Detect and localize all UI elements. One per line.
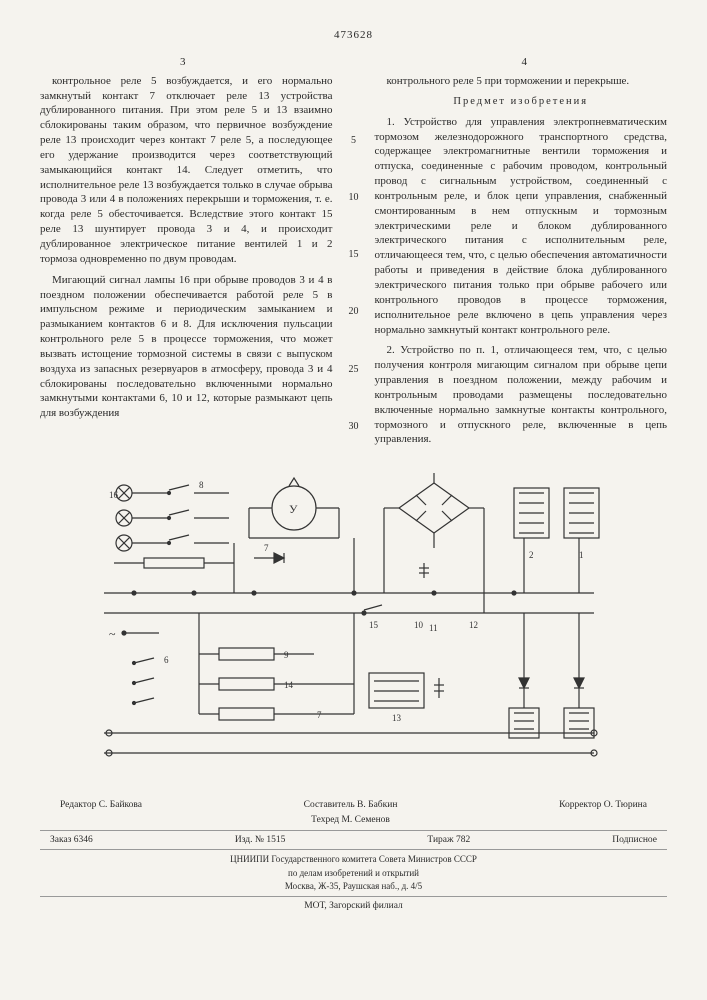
schematic-svg: 16 8 У — [74, 463, 634, 773]
footer-organization: ЦНИИПИ Государственного комитета Совета … — [40, 853, 667, 894]
line-marker: 25 — [347, 363, 361, 377]
footer-publication-row: Заказ 6346 Изд. № 1515 Тираж 782 Подписн… — [40, 830, 667, 850]
left-para-1: контрольное реле 5 возбуждается, и его н… — [40, 74, 333, 267]
document-number: 473628 — [40, 28, 667, 43]
line-marker: 10 — [347, 191, 361, 205]
right-para-2: 1. Устройство для управления электропнев… — [375, 115, 668, 338]
order-number: Заказ 6346 — [50, 833, 93, 847]
page-num-left: 3 — [180, 55, 186, 70]
org-line-2: по делам изобретений и открытий — [288, 868, 419, 878]
svg-text:9: 9 — [284, 650, 289, 660]
section-title: Предмет изобретения — [375, 95, 668, 109]
page-num-right: 4 — [522, 55, 528, 70]
svg-text:7: 7 — [317, 710, 322, 720]
editor-credit: Редактор С. Байкова — [60, 798, 142, 827]
page-numbers: 3 4 — [40, 55, 667, 70]
right-para-1: контрольного реле 5 при торможении и пер… — [375, 74, 668, 89]
corrector-credit: Корректор О. Тюрина — [559, 798, 647, 827]
svg-text:1: 1 — [579, 550, 584, 560]
svg-text:13: 13 — [392, 713, 402, 723]
line-markers: 5 10 15 20 25 30 — [347, 74, 361, 454]
line-marker: 15 — [347, 248, 361, 262]
text-columns: контрольное реле 5 возбуждается, и его н… — [40, 74, 667, 454]
line-marker: 30 — [347, 420, 361, 434]
circuit-diagram: 16 8 У — [40, 463, 667, 773]
svg-text:16: 16 — [109, 490, 119, 500]
compiler-credit: Составитель В. Бабкин — [304, 800, 398, 810]
svg-text:10: 10 — [414, 620, 424, 630]
line-marker: 20 — [347, 305, 361, 319]
svg-text:11: 11 — [429, 623, 438, 633]
svg-text:8: 8 — [199, 480, 204, 490]
svg-text:15: 15 — [369, 620, 379, 630]
right-para-3: 2. Устройство по п. 1, отличающееся тем,… — [375, 343, 668, 447]
svg-text:6: 6 — [164, 655, 169, 665]
left-column: контрольное реле 5 возбуждается, и его н… — [40, 74, 333, 454]
org-address: Москва, Ж-35, Раушская наб., д. 4/5 — [285, 881, 422, 891]
svg-text:7: 7 — [264, 543, 269, 553]
tech-editor-credit: Техред М. Семенов — [311, 815, 390, 825]
left-para-2: Мигающий сигнал лампы 16 при обрыве пров… — [40, 273, 333, 421]
line-marker: 5 — [347, 134, 361, 148]
org-line-1: ЦНИИПИ Государственного комитета Совета … — [230, 854, 477, 864]
subscription: Подписное — [612, 833, 657, 847]
svg-text:2: 2 — [529, 550, 534, 560]
svg-text:12: 12 — [469, 620, 478, 630]
svg-text:14: 14 — [284, 680, 294, 690]
edition-number: Изд. № 1515 — [235, 833, 285, 847]
footer-printer: МОТ, Загорский филиал — [40, 896, 667, 913]
footer-credits-row1: Редактор С. Байкова Составитель В. Бабки… — [40, 798, 667, 827]
circulation: Тираж 782 — [427, 833, 470, 847]
svg-text:У: У — [289, 502, 298, 516]
right-column: контрольного реле 5 при торможении и пер… — [375, 74, 668, 454]
footer: Редактор С. Байкова Составитель В. Бабки… — [40, 798, 667, 913]
svg-text:~: ~ — [109, 627, 116, 641]
